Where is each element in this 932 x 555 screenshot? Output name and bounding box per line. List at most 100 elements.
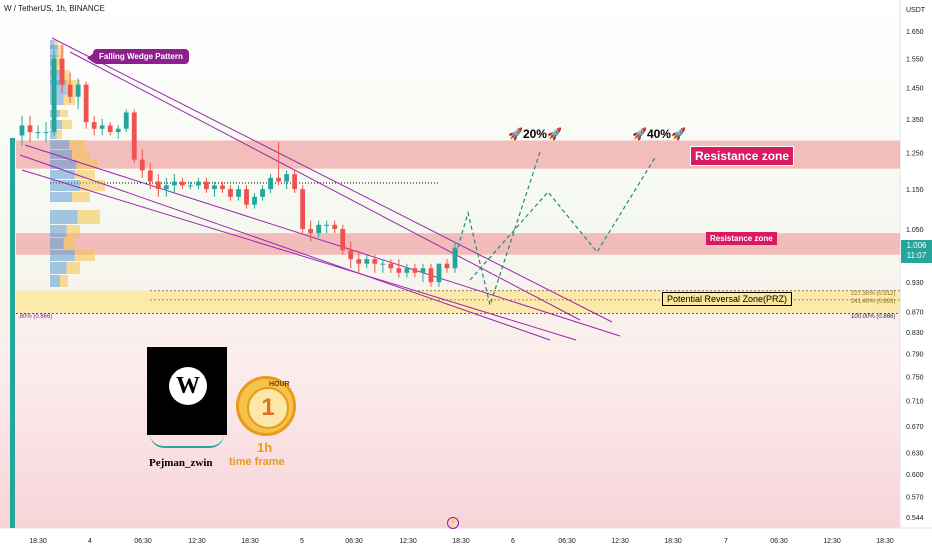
- volume-profile-bar: [50, 95, 64, 105]
- volume-profile-bar: [63, 95, 75, 105]
- candle-body: [43, 132, 49, 134]
- left-volume-bar: [10, 138, 15, 528]
- plot-background: [0, 0, 900, 528]
- price-tick-label: 1.450: [906, 86, 924, 93]
- time-tick-label: 06:30: [345, 538, 363, 545]
- volume-profile-bar: [50, 262, 67, 274]
- candle-body: [340, 228, 346, 251]
- volume-profile-bar: [77, 210, 100, 224]
- candle-body: [171, 181, 177, 186]
- candle-body: [179, 181, 185, 186]
- fib-label-2: 241.40% (0.893): [851, 299, 896, 305]
- price-tick-label: 0.570: [906, 495, 924, 502]
- candle-body: [75, 84, 81, 97]
- candle-body: [252, 196, 257, 205]
- candle-body: [99, 125, 105, 129]
- timeframe-small: time frame: [229, 456, 285, 468]
- rocket-icon: 🚀: [546, 127, 562, 141]
- target-2-text: 40%: [646, 127, 671, 141]
- wedge-line: [21, 169, 577, 341]
- pattern-label-text: Falling Wedge Pattern: [99, 52, 183, 61]
- candle-body: [228, 189, 233, 197]
- candle-body: [316, 224, 322, 234]
- candle-body: [67, 84, 73, 97]
- candle-body: [244, 189, 249, 205]
- time-tick-label: 5: [300, 538, 304, 545]
- volume-profile-bar: [50, 210, 78, 224]
- candle-body: [404, 268, 410, 273]
- candle-body: [276, 177, 281, 182]
- author-logo: W: [147, 347, 227, 435]
- candle-body: [59, 58, 65, 85]
- volume-profile-bar: [72, 150, 90, 159]
- hour-badge-number: 1: [261, 394, 275, 421]
- volume-profile-bar: [72, 192, 90, 202]
- volume-profile-bar: [57, 45, 64, 57]
- price-tick-label: 1.250: [906, 151, 924, 158]
- candle-body: [308, 228, 314, 234]
- candle-body: [212, 185, 217, 190]
- time-tick-label: 18:30: [664, 538, 682, 545]
- pattern-label-pointer: [87, 53, 94, 63]
- volume-profile-bar: [50, 170, 75, 179]
- volume-profile-bar: [50, 130, 57, 139]
- current-price-value: 1.006: [906, 241, 927, 250]
- volume-profile-bar: [56, 130, 62, 139]
- wedge-line: [51, 37, 613, 323]
- time-tick-label: 18:30: [452, 538, 470, 545]
- time-tick-label: 18:30: [29, 538, 47, 545]
- candle-body: [91, 122, 97, 129]
- time-tick-label: 7: [724, 538, 728, 545]
- price-tick-label: 1.550: [906, 56, 924, 63]
- candle-body: [260, 189, 265, 197]
- volume-profile-bar: [69, 140, 85, 149]
- symbol-header: W / TetherUS, 1h, BINANCE: [4, 4, 105, 13]
- volume-profile-bar: [50, 140, 70, 149]
- candle-body: [27, 125, 33, 133]
- fib-label-3: 100.00% (0.866): [851, 314, 896, 320]
- volume-profile-bar: [63, 238, 75, 249]
- author-name: Pejman_zwin: [149, 457, 213, 469]
- time-tick-label: 06:30: [770, 538, 788, 545]
- time-tick-label: 06:30: [558, 538, 576, 545]
- price-tick-label: 0.600: [906, 472, 924, 479]
- candle-body: [452, 247, 458, 269]
- wedge-line: [24, 144, 621, 337]
- rocket-icon: 🚀: [632, 127, 647, 141]
- price-tick-label: 0.790: [906, 352, 924, 359]
- price-tick-label: 1.350: [906, 117, 924, 124]
- price-axis-unit: USDT: [906, 7, 926, 14]
- resistance-label-top: Resistance zone: [690, 146, 795, 166]
- current-price-countdown: 11:07: [906, 251, 927, 260]
- volume-profile-bar: [50, 40, 55, 49]
- target-1-text: 20%: [522, 127, 547, 141]
- candle-body: [147, 170, 153, 182]
- candle-body: [204, 181, 209, 190]
- volume-profile-bar: [80, 180, 105, 191]
- lightning-icon[interactable]: ⚡: [447, 517, 459, 529]
- candle-body: [123, 112, 129, 129]
- volume-profile-bar: [50, 180, 81, 191]
- prz-label: Potential Reversal Zone(PRZ): [662, 292, 793, 306]
- volume-profile-bar: [50, 225, 67, 237]
- candle-body: [187, 185, 193, 187]
- wedge-line: [69, 51, 581, 321]
- volume-profile-bar: [66, 225, 80, 237]
- candle-body: [412, 268, 418, 273]
- pattern-label: Falling Wedge Pattern: [93, 49, 189, 64]
- wedge-line: [19, 154, 551, 341]
- candle-body: [268, 177, 273, 190]
- volume-profile-bar: [62, 120, 72, 129]
- candle-body: [300, 189, 306, 229]
- candle-body: [19, 125, 25, 136]
- candle-body: [364, 259, 370, 264]
- price-tick-label: 0.930: [906, 280, 924, 287]
- candle-body: [324, 224, 330, 226]
- volume-profile-bar: [54, 40, 58, 49]
- fib-label-left: .80% (0.866): [18, 314, 53, 320]
- logo-letter: W: [176, 373, 200, 399]
- candle-body: [107, 125, 113, 133]
- time-tick-label: 18:30: [876, 538, 894, 545]
- logo-circle: W: [169, 367, 207, 405]
